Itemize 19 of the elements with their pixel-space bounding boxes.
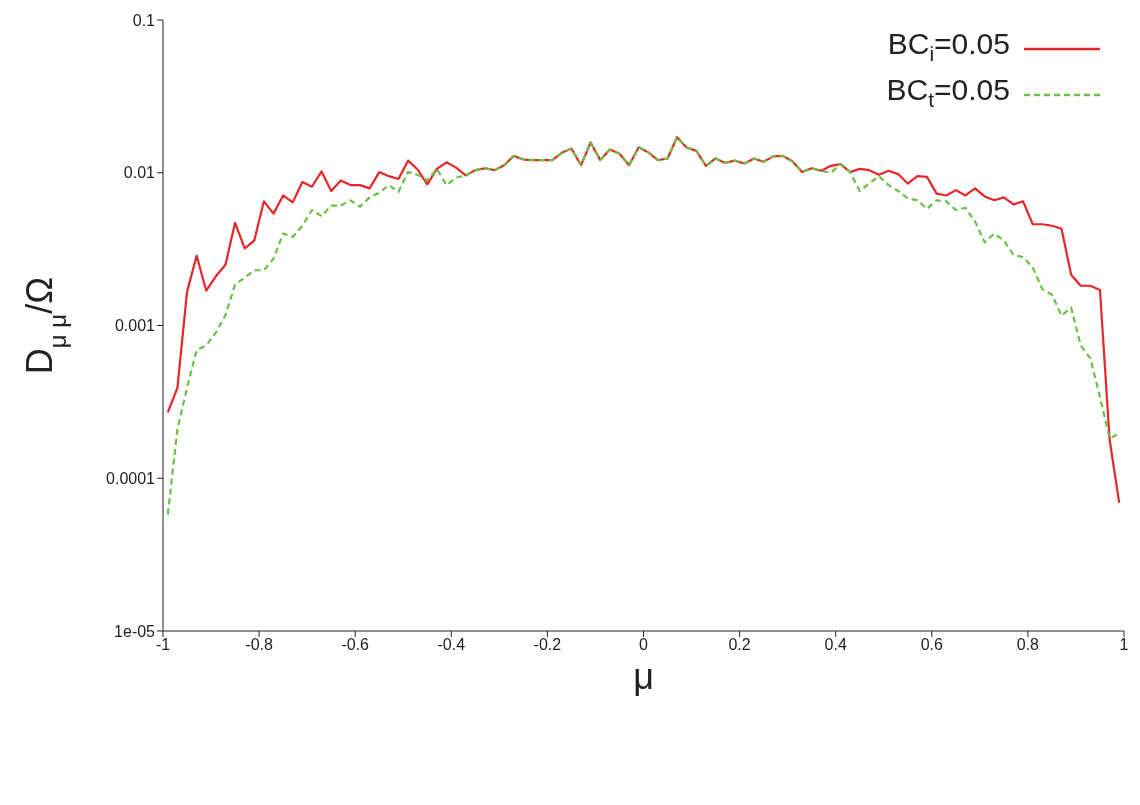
x-tick-label: -1 — [155, 636, 171, 654]
x-tick-label: 0.8 — [1016, 636, 1040, 654]
legend-label: BC$_{t}$=0.05 — [886, 73, 1010, 111]
y-tick-label: 0.01 — [123, 164, 156, 182]
y-tick-label: 0.1 — [132, 11, 156, 29]
x-axis-title: μ — [633, 656, 654, 697]
y-tick-label: 0.001 — [114, 317, 156, 335]
x-tick-label: 0.2 — [728, 636, 751, 654]
x-tick-label: 0 — [639, 636, 649, 654]
x-tick-label: -0.6 — [341, 636, 370, 654]
legend-label: BC$_{i}$=0.05 — [887, 27, 1010, 65]
y-tick-label: 0.0001 — [106, 469, 156, 487]
x-tick-label: -0.4 — [437, 636, 466, 654]
x-tick-label: 0.4 — [824, 636, 847, 654]
x-tick-label: 0.6 — [920, 636, 944, 654]
x-tick-label: -0.8 — [245, 636, 273, 654]
x-tick-label: -0.2 — [533, 636, 562, 654]
x-tick-label: 1 — [1119, 636, 1129, 654]
y-tick-label: 1e-05 — [114, 622, 156, 640]
